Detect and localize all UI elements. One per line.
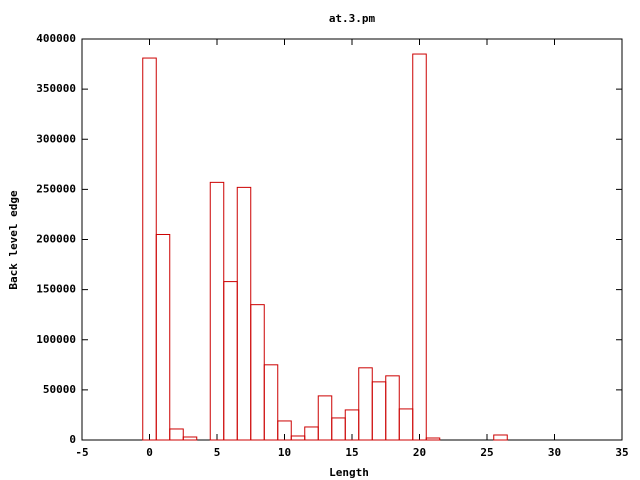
bar — [277, 420, 292, 441]
x-tick-label: -5 — [75, 446, 88, 459]
x-tick-label: 0 — [146, 446, 153, 459]
y-tick-label: 100000 — [36, 333, 76, 346]
bar — [250, 304, 265, 441]
x-tick-label: 10 — [278, 446, 291, 459]
x-tick-label: 15 — [345, 446, 358, 459]
plot-frame — [81, 38, 623, 441]
bar — [493, 434, 508, 441]
bar — [169, 428, 184, 441]
bar — [155, 233, 171, 441]
y-tick-label: 350000 — [36, 82, 76, 95]
y-tick-label: 200000 — [36, 233, 76, 246]
x-tick-label: 35 — [615, 446, 628, 459]
bar — [358, 367, 373, 441]
bar — [290, 435, 306, 441]
bar — [331, 417, 346, 441]
y-axis-label: Back level edge — [7, 190, 20, 290]
y-tick-label: 400000 — [36, 32, 76, 45]
bar — [317, 395, 333, 441]
y-tick-label: 0 — [69, 433, 76, 446]
bar — [263, 364, 279, 441]
chart-title: at.3.pm — [329, 12, 376, 25]
y-tick-label: 300000 — [36, 132, 76, 145]
y-tick-label: 250000 — [36, 182, 76, 195]
bar — [182, 436, 198, 441]
bar — [142, 57, 157, 441]
bar — [425, 437, 441, 441]
bar — [412, 53, 427, 441]
x-tick-label: 30 — [548, 446, 561, 459]
bar — [385, 375, 400, 441]
x-tick-label: 5 — [214, 446, 221, 459]
y-tick-label: 150000 — [36, 283, 76, 296]
bar — [223, 281, 238, 441]
bar — [304, 426, 319, 441]
y-tick-label: 50000 — [43, 383, 76, 396]
x-axis-label: Length — [329, 466, 369, 479]
bar — [209, 181, 225, 441]
x-tick-label: 25 — [480, 446, 493, 459]
bar — [398, 408, 414, 441]
bar — [236, 186, 252, 441]
x-tick-label: 20 — [413, 446, 426, 459]
bar — [371, 381, 387, 441]
